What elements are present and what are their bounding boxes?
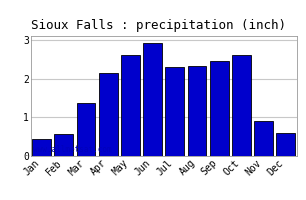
Bar [276,133,295,156]
Bar [99,73,118,156]
Bar [188,66,207,156]
Bar [143,43,162,156]
Bar [54,134,73,156]
Bar [76,103,95,156]
Text: Sioux Falls : precipitation (inch): Sioux Falls : precipitation (inch) [31,19,285,32]
Bar [254,121,273,156]
Text: www.allmetsat.com: www.allmetsat.com [33,145,112,154]
Bar [165,67,184,156]
Bar [210,61,229,156]
Bar [32,139,51,156]
Bar [121,55,140,156]
Bar [232,55,251,156]
